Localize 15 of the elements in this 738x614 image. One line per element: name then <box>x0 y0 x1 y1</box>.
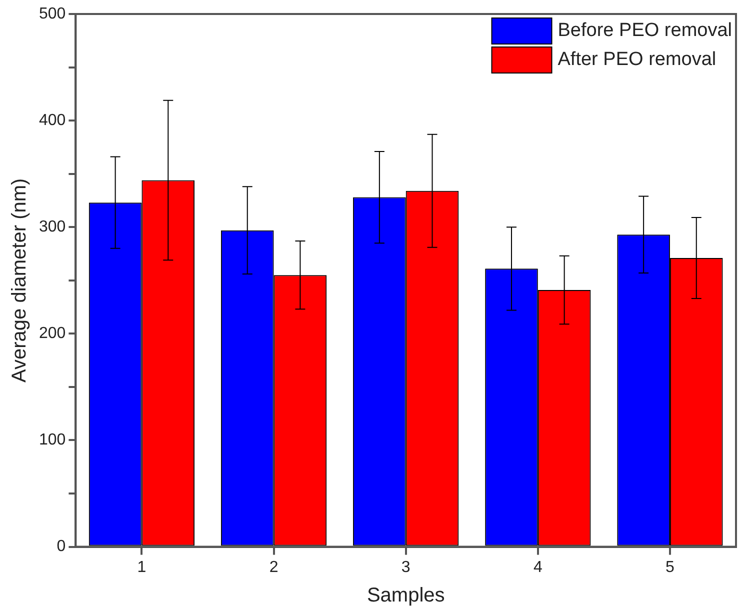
y-tick-label: 200 <box>38 325 66 342</box>
x-tick-label: 1 <box>137 558 146 576</box>
y-tick-label: 100 <box>38 432 66 449</box>
legend-label: Before PEO removal <box>558 20 732 42</box>
x-tick-label: 5 <box>666 558 675 576</box>
y-tick-label: 300 <box>38 218 66 236</box>
x-axis-title: Samples <box>366 584 445 607</box>
y-tick-label: 0 <box>56 538 66 556</box>
x-tick-label: 3 <box>401 558 410 576</box>
y-axis-title: Average diameter (nm) <box>8 178 31 382</box>
y-tick-label: 400 <box>38 112 66 129</box>
x-tick-label: 4 <box>533 558 542 576</box>
y-tick-label: 500 <box>38 5 66 22</box>
x-tick-label: 2 <box>269 558 278 576</box>
legend-label: After PEO removal <box>558 49 716 70</box>
